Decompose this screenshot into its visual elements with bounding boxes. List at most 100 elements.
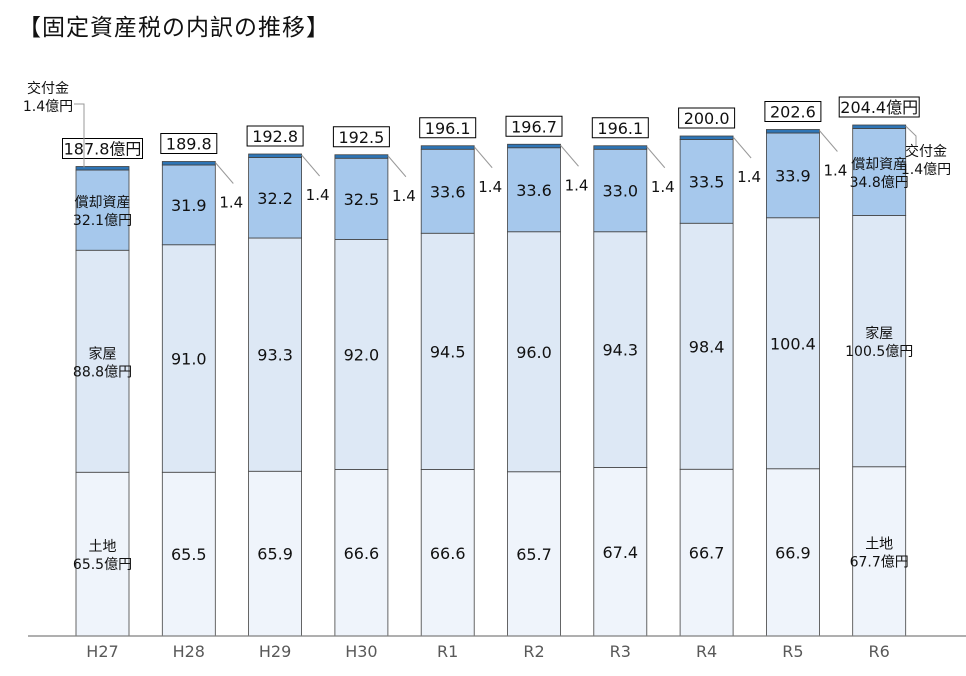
- total-label-R2: 196.7: [511, 117, 557, 136]
- bar-house-R5: [766, 217, 820, 470]
- label-depreciable-R1: 33.6: [430, 182, 466, 201]
- bar-house-H30: [334, 239, 389, 470]
- x-tick-label-H27: H27: [86, 642, 118, 661]
- total-box-H29: [246, 125, 304, 147]
- bar-grant-H30: [334, 154, 389, 159]
- label-land-R4: 66.7: [689, 544, 725, 563]
- total-label-H27: 187.8億円: [64, 140, 142, 159]
- total-box-R6: [838, 96, 920, 118]
- bar-depreciable-H30: [334, 157, 389, 240]
- bar-depreciable-H27: [75, 169, 130, 251]
- leader-line-grant-R2: [560, 144, 579, 167]
- bar-depreciable-R2: [507, 147, 561, 233]
- total-label-R4: 200.0: [684, 109, 730, 128]
- bar-land-R6: [852, 466, 907, 637]
- label-house-R5: 100.4: [770, 334, 816, 353]
- label-land-H27: 土地 65.5億円: [73, 539, 132, 573]
- label-house-H27: 家屋 88.8億円: [73, 345, 132, 380]
- label-depreciable-R6: 償却資産 34.8億円: [850, 157, 909, 191]
- label-house-R4: 98.4: [689, 337, 725, 356]
- bar-depreciable-R5: [766, 132, 820, 219]
- label-land-R5: 66.9: [775, 543, 811, 562]
- leader-line-grant-H28: [214, 162, 234, 184]
- x-tick-label-H30: H30: [345, 642, 377, 661]
- chart-title: 【固定資産税の内訳の推移】: [18, 15, 330, 41]
- total-box-R5: [764, 101, 822, 122]
- leader-line-grant-R1: [473, 146, 493, 169]
- total-box-R4: [678, 107, 736, 129]
- label-depreciable-H30: 32.5: [344, 190, 380, 209]
- bar-land-H27: [75, 471, 130, 637]
- label-depreciable-R4: 33.5: [689, 172, 725, 191]
- bar-depreciable-R1: [420, 148, 475, 234]
- label-grant-R4: 1.4: [737, 168, 761, 186]
- label-grant-H28: 1.4: [219, 194, 243, 212]
- label-house-R2: 96.0: [516, 343, 552, 362]
- bar-grant-R3: [593, 145, 648, 150]
- bar-land-R3: [593, 467, 648, 637]
- bar-land-H28: [161, 471, 216, 637]
- label-depreciable-R3: 33.0: [602, 182, 638, 201]
- total-label-R5: 202.6: [770, 103, 816, 122]
- bar-house-R4: [679, 222, 734, 470]
- total-box-R2: [505, 115, 563, 137]
- label-land-R6: 土地 67.7億円: [850, 536, 909, 570]
- leader-line-grant-R6: [905, 125, 917, 146]
- label-land-H28: 65.5: [171, 545, 207, 564]
- total-box-R1: [419, 117, 477, 139]
- bar-depreciable-H28: [161, 164, 216, 246]
- leader-line-grant-R5: [819, 130, 838, 152]
- total-box-H27: [62, 138, 143, 159]
- bar-house-H29: [248, 237, 303, 472]
- bar-grant-H29: [248, 153, 303, 158]
- leader-line-grant-R4: [732, 136, 752, 159]
- label-grant-R5: 1.4: [823, 162, 847, 180]
- bar-house-R2: [507, 231, 561, 473]
- label-house-R3: 94.3: [602, 341, 638, 360]
- label-depreciable-H28: 31.9: [171, 196, 207, 215]
- bar-depreciable-R3: [593, 148, 648, 233]
- total-label-H29: 192.8: [252, 127, 298, 146]
- label-depreciable-H27: 償却資産 32.1億円: [73, 195, 132, 229]
- bar-grant-R6: [852, 124, 907, 129]
- x-tick-label-H28: H28: [173, 642, 205, 661]
- x-tick-label-R2: R2: [523, 642, 544, 661]
- bar-grant-R4: [679, 135, 734, 140]
- label-land-H29: 65.9: [257, 545, 293, 564]
- x-tick-label-H29: H29: [259, 642, 291, 661]
- label-grant-H27: 交付金 1.4億円: [23, 80, 73, 115]
- leader-line-grant-H30: [387, 155, 407, 178]
- label-land-H30: 66.6: [344, 544, 380, 563]
- bar-grant-H27: [75, 166, 130, 171]
- label-house-R6: 家屋 100.5億円: [845, 325, 913, 360]
- leader-line-grant-H29: [301, 154, 320, 177]
- label-land-R1: 66.6: [430, 544, 466, 563]
- leader-line-grant-R3: [646, 146, 666, 169]
- leader-line-grant-H27: [74, 103, 85, 168]
- x-tick-label-R1: R1: [437, 642, 458, 661]
- label-depreciable-H29: 32.2: [257, 189, 293, 208]
- bar-depreciable-R6: [852, 128, 907, 216]
- bar-land-R2: [507, 471, 561, 637]
- bar-grant-R1: [420, 145, 475, 150]
- label-land-R2: 65.7: [516, 545, 552, 564]
- bar-land-H29: [248, 470, 303, 637]
- label-grant-H29: 1.4: [306, 186, 330, 204]
- label-land-R3: 67.4: [602, 543, 638, 562]
- bar-house-R6: [852, 215, 907, 468]
- x-tick-label-R6: R6: [869, 642, 890, 661]
- bar-house-H28: [161, 244, 216, 473]
- bar-grant-H28: [161, 161, 216, 166]
- bar-land-H30: [334, 469, 389, 637]
- label-house-H29: 93.3: [257, 346, 293, 365]
- bar-grant-R5: [766, 129, 820, 134]
- label-grant-R1: 1.4: [478, 178, 502, 196]
- label-grant-R3: 1.4: [651, 178, 675, 196]
- total-box-H28: [160, 133, 218, 154]
- total-box-H30: [332, 126, 390, 148]
- label-depreciable-R2: 33.6: [516, 181, 552, 200]
- label-grant-R2: 1.4: [565, 176, 589, 194]
- total-box-R3: [591, 117, 649, 139]
- total-label-H30: 192.5: [338, 128, 384, 147]
